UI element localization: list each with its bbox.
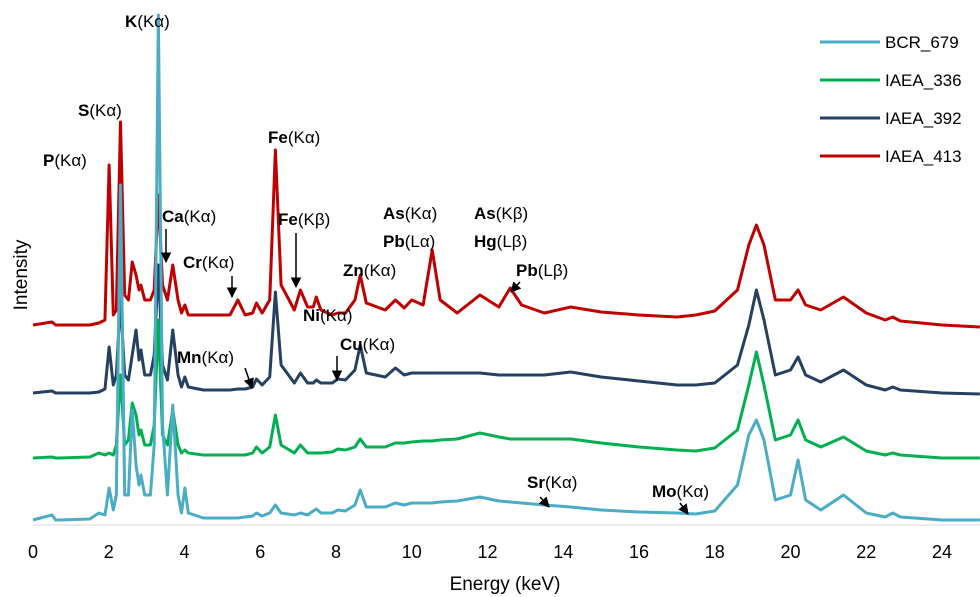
x-tick-label: 14 (553, 542, 573, 562)
annotation-arrow (243, 367, 254, 389)
annotation: Ca(Kα) (162, 207, 216, 226)
annotation: Cu(Kα) (340, 335, 395, 354)
y-axis-label: Intensity (11, 239, 32, 310)
annotation: Hg(Lβ) (474, 232, 527, 251)
x-tick-label: 16 (629, 542, 649, 562)
annotation: Sr(Kα) (527, 473, 577, 492)
x-tick-label: 4 (179, 542, 189, 562)
annotation: Fe(Kβ) (278, 210, 330, 229)
x-tick-label: 6 (255, 542, 265, 562)
x-tick-label: 20 (780, 542, 800, 562)
annotation: Mn(Kα) (177, 348, 234, 367)
legend-label: BCR_679 (885, 33, 959, 52)
x-tick-label: 10 (402, 542, 422, 562)
annotation: Fe(Kα) (268, 128, 320, 147)
annotation: P(Kα) (43, 151, 87, 170)
legend-label: IAEA_392 (885, 109, 962, 128)
annotation: As(Kα) (383, 204, 437, 223)
spectrum-line (32, 120, 980, 329)
annotation: Ni(Kα) (303, 306, 353, 325)
x-tick-label: 18 (705, 542, 725, 562)
x-tick-label: 24 (932, 542, 952, 562)
legend-label: IAEA_413 (885, 147, 962, 166)
annotation: Mo(Kα) (652, 482, 709, 501)
spectrum-line (32, 13, 980, 522)
annotation: Cr(Kα) (183, 253, 234, 272)
annotation: K(Kα) (125, 12, 170, 31)
x-axis-label: Energy (keV) (450, 574, 561, 595)
annotation-arrow (678, 502, 689, 515)
spectrum-line (32, 263, 980, 396)
annotation: As(Kβ) (474, 204, 528, 223)
spectrum-line (32, 318, 980, 460)
annotation-arrow (510, 281, 522, 293)
legend-label: IAEA_336 (885, 71, 962, 90)
annotation: Pb(Lβ) (516, 261, 568, 280)
annotation: S(Kα) (78, 101, 122, 120)
x-tick-label: 22 (856, 542, 876, 562)
x-tick-label: 0 (28, 542, 38, 562)
x-tick-label: 8 (331, 542, 341, 562)
x-tick-label: 2 (104, 542, 114, 562)
x-tick-label: 12 (477, 542, 497, 562)
annotation: Pb(Lα) (383, 232, 435, 251)
annotation-arrow (538, 496, 550, 508)
annotation: Zn(Kα) (343, 261, 396, 280)
